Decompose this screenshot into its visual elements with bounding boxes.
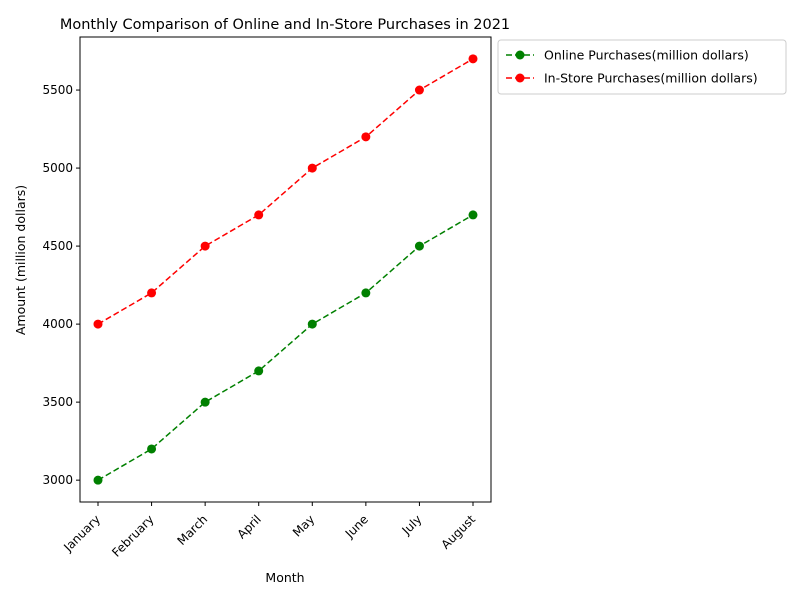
data-point xyxy=(200,241,210,251)
data-point xyxy=(361,132,371,142)
data-point xyxy=(307,319,317,329)
chart-title: Monthly Comparison of Online and In-Stor… xyxy=(60,17,510,33)
y-tick-label: 5500 xyxy=(42,83,73,97)
x-axis-label: Month xyxy=(265,570,304,585)
data-point xyxy=(254,210,264,220)
series-online xyxy=(93,210,478,485)
legend-entry: Online Purchases(million dollars) xyxy=(506,48,749,63)
data-point xyxy=(147,288,157,298)
y-axis-ticks: 3000 3500 4000 4500 5000 5500 xyxy=(42,83,80,487)
data-point xyxy=(93,475,103,485)
legend-label: Online Purchases(million dollars) xyxy=(544,48,749,63)
y-tick-label: 5000 xyxy=(42,161,73,175)
data-point xyxy=(93,319,103,329)
legend-label: In-Store Purchases(million dollars) xyxy=(544,71,758,86)
y-tick-label: 3500 xyxy=(42,395,73,409)
data-point xyxy=(468,54,478,64)
plot-frame xyxy=(79,36,492,503)
legend-entry: In-Store Purchases(million dollars) xyxy=(506,71,758,86)
data-point xyxy=(254,366,264,376)
data-point xyxy=(468,210,478,220)
y-tick-label: 3000 xyxy=(42,473,73,487)
plot-area xyxy=(79,36,492,503)
data-point xyxy=(361,288,371,298)
series-line xyxy=(97,58,474,325)
data-point xyxy=(414,85,424,95)
series-in-store xyxy=(93,54,478,329)
y-tick-label: 4000 xyxy=(42,317,73,331)
legend-marker-swatch xyxy=(515,73,525,83)
data-point xyxy=(307,163,317,173)
legend-frame xyxy=(497,39,787,95)
series-line xyxy=(97,214,474,481)
data-point xyxy=(414,241,424,251)
y-axis-label: Amount (million dollars) xyxy=(13,185,28,335)
data-point xyxy=(200,397,210,407)
legend: Online Purchases(million dollars) In-Stor… xyxy=(497,39,787,95)
series-layer xyxy=(93,54,478,485)
y-tick-label: 4500 xyxy=(42,239,73,253)
data-point xyxy=(147,444,157,454)
legend-marker-swatch xyxy=(515,50,525,60)
